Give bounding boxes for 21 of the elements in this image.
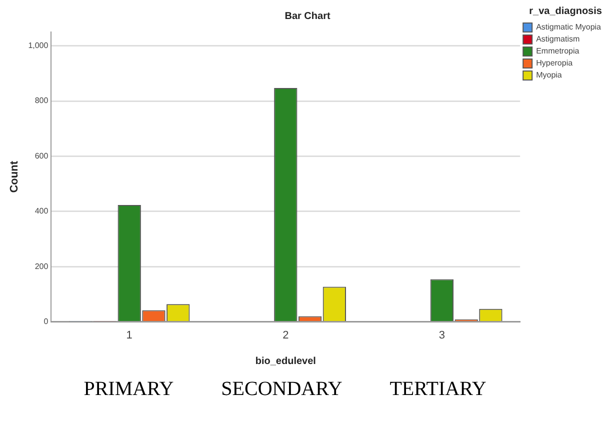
y-tick-label: 0 [44,317,49,326]
y-tick-label: 200 [34,262,49,271]
text: SECONDARY [221,378,342,401]
y-tick-label: 1,000 [28,41,49,50]
legend-label: Astigmatism [536,34,580,44]
legend-title: r_va_diagnosis [529,6,602,17]
text: PRIMARY [84,378,174,401]
legend-label: Hyperopia [536,58,574,68]
legend-label: Emmetropia [536,46,580,56]
chart-title: Bar Chart [284,10,331,22]
y-tick-label: 400 [34,206,49,216]
y-tick-label: 800 [34,96,49,106]
y-axis-title: Count [8,160,21,193]
x-tick-label: 2 [282,329,289,342]
x-axis-title: bio_edulevel [255,356,316,367]
legend-label: Astigmatic Myopia [536,22,602,32]
x-tick-label: 1 [126,329,132,342]
y-tick-label: 600 [34,151,49,160]
legend-label: Myopia [536,70,562,80]
text: TERTIARY [390,378,486,401]
x-tick-label: 3 [438,329,446,342]
